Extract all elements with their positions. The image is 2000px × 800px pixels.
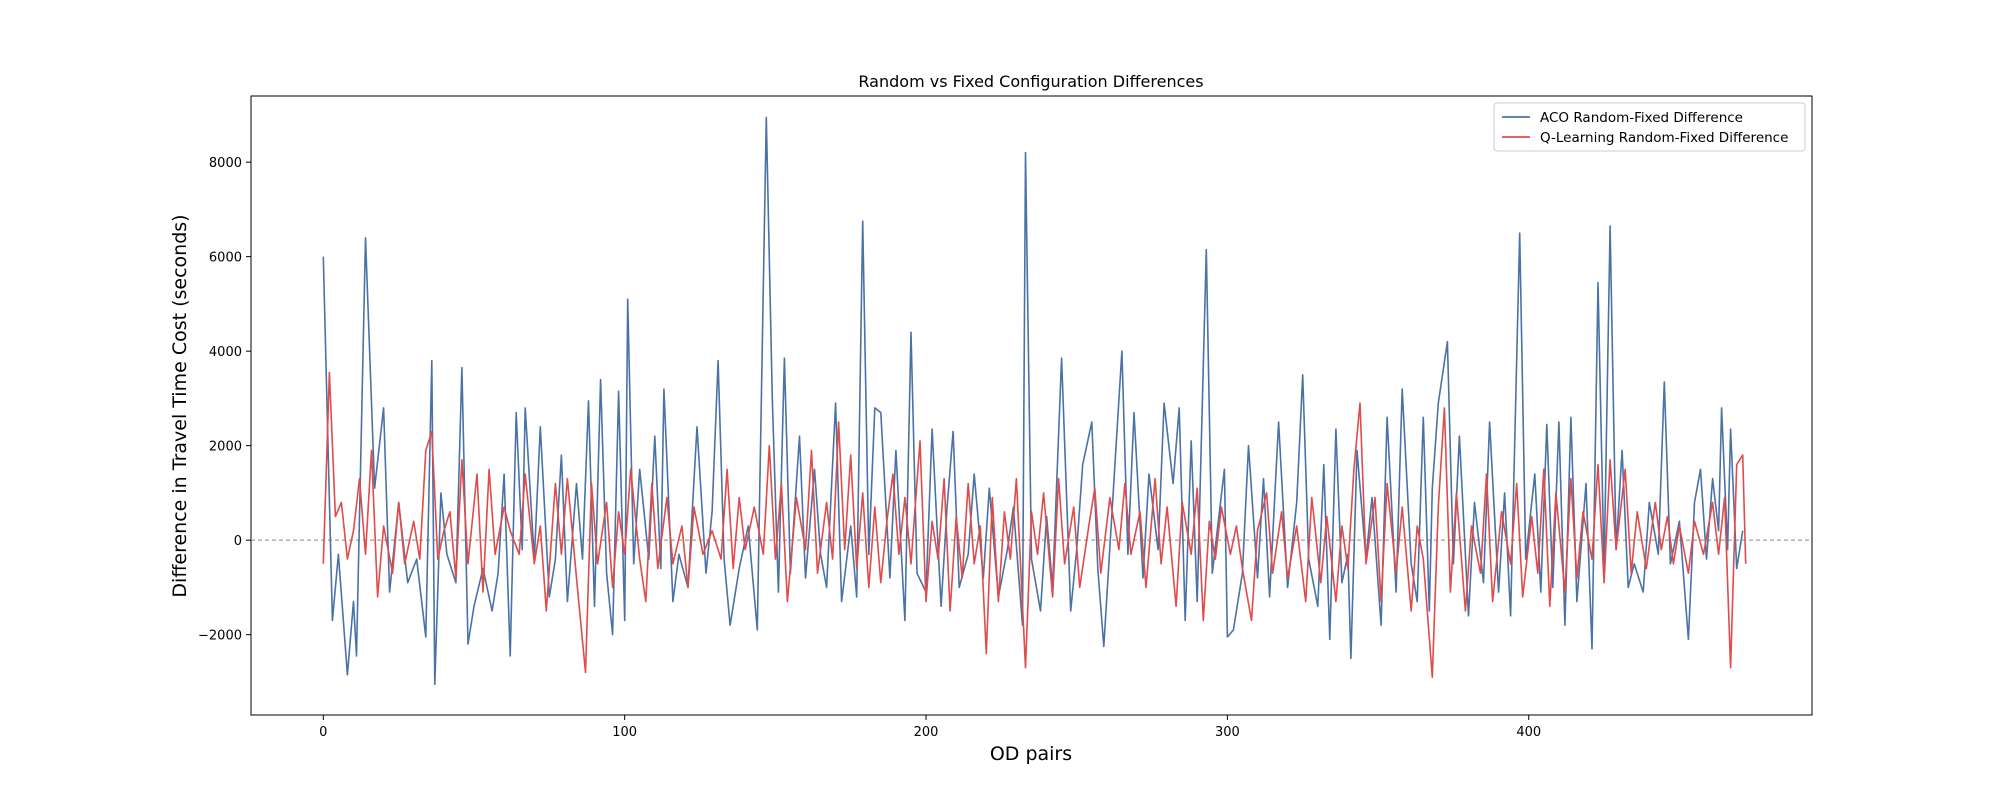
y-tick-label: 2000	[209, 440, 242, 455]
series-layer	[322, 116, 1747, 686]
plot-frame	[250, 95, 1813, 716]
x-axis-title: OD pairs	[990, 743, 1072, 765]
x-tick-label: 300	[1215, 725, 1240, 740]
legend: ACO Random-Fixed Difference Q-Learning Ra…	[1493, 102, 1806, 152]
series-line-1	[322, 116, 1744, 686]
y-axis-title: Difference in Travel Time Cost (seconds)	[169, 214, 191, 597]
x-tick-label: 400	[1516, 725, 1541, 740]
chart-title: Random vs Fixed Configuration Difference…	[858, 72, 1203, 91]
x-tick-label: 200	[914, 725, 939, 740]
y-tick-label: 4000	[209, 345, 242, 360]
x-tick-label: 100	[612, 725, 637, 740]
x-tick-label: 0	[319, 725, 327, 740]
legend-label: ACO Random-Fixed Difference	[1540, 110, 1743, 126]
legend-label: Q-Learning Random-Fixed Difference	[1540, 130, 1788, 146]
plot-area	[250, 95, 1813, 716]
y-tick-label: 0	[234, 534, 242, 549]
y-tick-label: −2000	[198, 629, 242, 644]
series-line-2	[322, 371, 1747, 679]
y-tick-label: 6000	[209, 251, 242, 266]
legend-box	[1493, 102, 1806, 152]
y-tick-label: 8000	[209, 156, 242, 171]
